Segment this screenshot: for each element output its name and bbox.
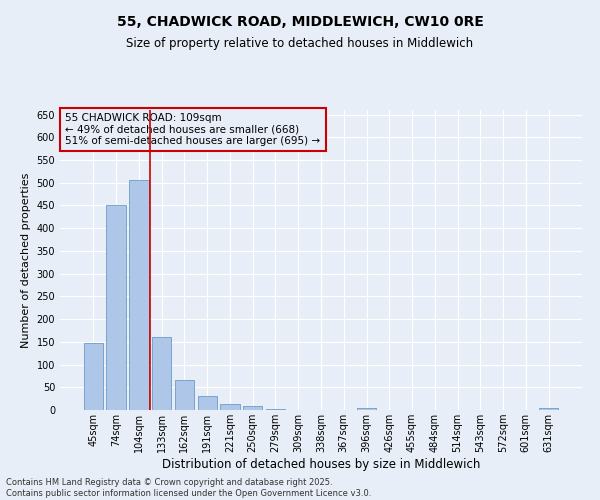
- Text: Contains HM Land Registry data © Crown copyright and database right 2025.
Contai: Contains HM Land Registry data © Crown c…: [6, 478, 371, 498]
- Bar: [220, 404, 239, 410]
- X-axis label: Distribution of detached houses by size in Middlewich: Distribution of detached houses by size …: [162, 458, 480, 471]
- Bar: [129, 180, 149, 410]
- Bar: [357, 408, 376, 410]
- Bar: [106, 206, 126, 410]
- Bar: [152, 338, 172, 410]
- Bar: [197, 396, 217, 410]
- Text: Size of property relative to detached houses in Middlewich: Size of property relative to detached ho…: [127, 38, 473, 51]
- Y-axis label: Number of detached properties: Number of detached properties: [21, 172, 31, 348]
- Text: 55, CHADWICK ROAD, MIDDLEWICH, CW10 0RE: 55, CHADWICK ROAD, MIDDLEWICH, CW10 0RE: [116, 15, 484, 29]
- Bar: [266, 408, 285, 410]
- Bar: [539, 408, 558, 410]
- Bar: [84, 342, 103, 410]
- Text: 55 CHADWICK ROAD: 109sqm
← 49% of detached houses are smaller (668)
51% of semi-: 55 CHADWICK ROAD: 109sqm ← 49% of detach…: [65, 113, 320, 146]
- Bar: [243, 406, 262, 410]
- Bar: [175, 380, 194, 410]
